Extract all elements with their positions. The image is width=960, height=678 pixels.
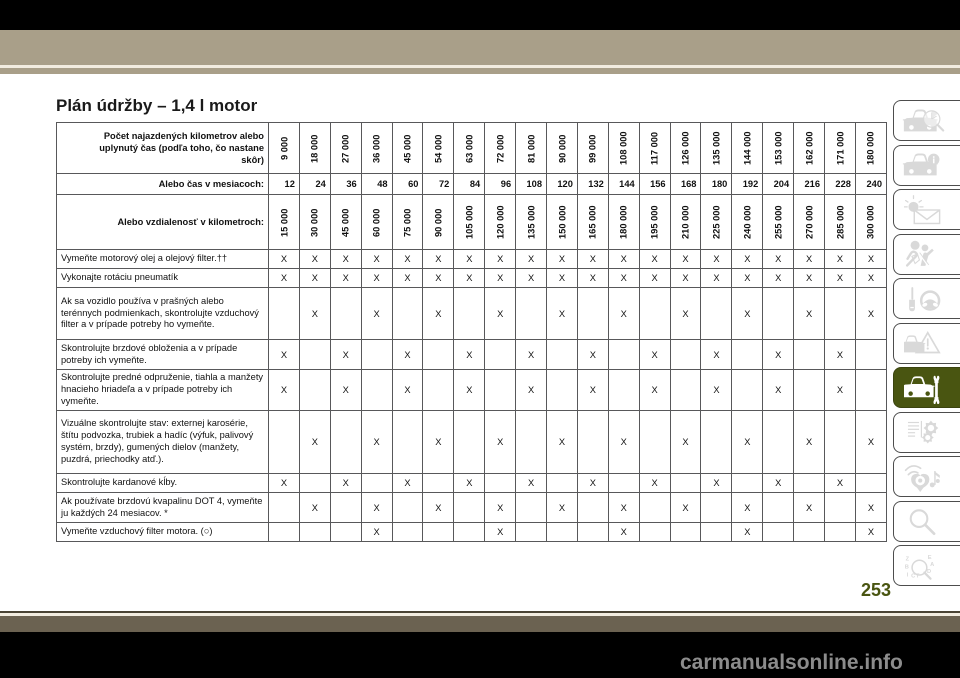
svg-text:E: E — [928, 554, 932, 560]
svg-text:Z: Z — [906, 556, 910, 562]
svg-text:B: B — [905, 564, 909, 570]
svg-text:C: C — [911, 573, 915, 579]
svg-text:I: I — [907, 572, 909, 578]
svg-text:A: A — [930, 562, 934, 568]
